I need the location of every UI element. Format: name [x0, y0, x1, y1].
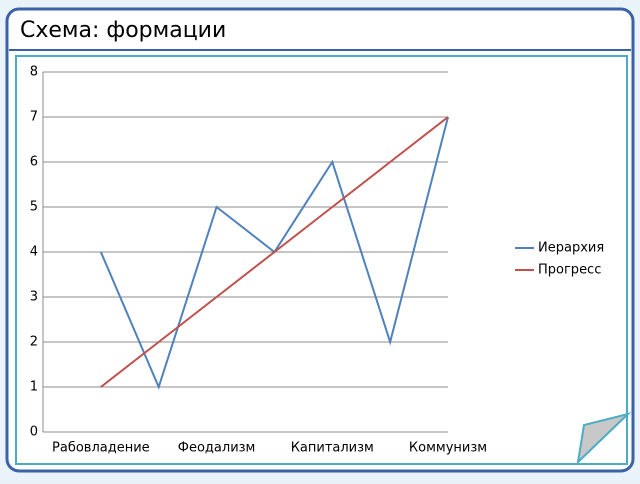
- chart-frame: [15, 55, 628, 465]
- x-tick-label: Капитализм: [291, 441, 374, 456]
- y-tick-label: 8: [30, 65, 38, 80]
- legend-label: Прогресс: [538, 263, 601, 278]
- x-tick-label: Рабовладение: [52, 441, 150, 456]
- y-tick-label: 1: [30, 380, 38, 395]
- slide-title: Схема: формации: [20, 18, 226, 43]
- y-tick-label: 6: [30, 155, 38, 170]
- y-tick-label: 7: [30, 110, 38, 125]
- series-line: [100, 116, 449, 388]
- page-curl: [576, 412, 632, 465]
- legend-label: Иерархия: [538, 241, 604, 256]
- y-tick-label: 0: [30, 425, 38, 440]
- y-tick-label: 3: [30, 290, 38, 305]
- x-tick-label: Коммунизм: [409, 441, 487, 456]
- y-tick-label: 5: [30, 200, 38, 215]
- plot: 0 1 2 3 4 5 6 7 8 Рабовладение Феодализм Капитализм…: [30, 65, 604, 456]
- y-tick-label: 4: [30, 245, 38, 260]
- x-tick-label: Феодализм: [178, 441, 256, 456]
- y-tick-label: 2: [30, 335, 38, 350]
